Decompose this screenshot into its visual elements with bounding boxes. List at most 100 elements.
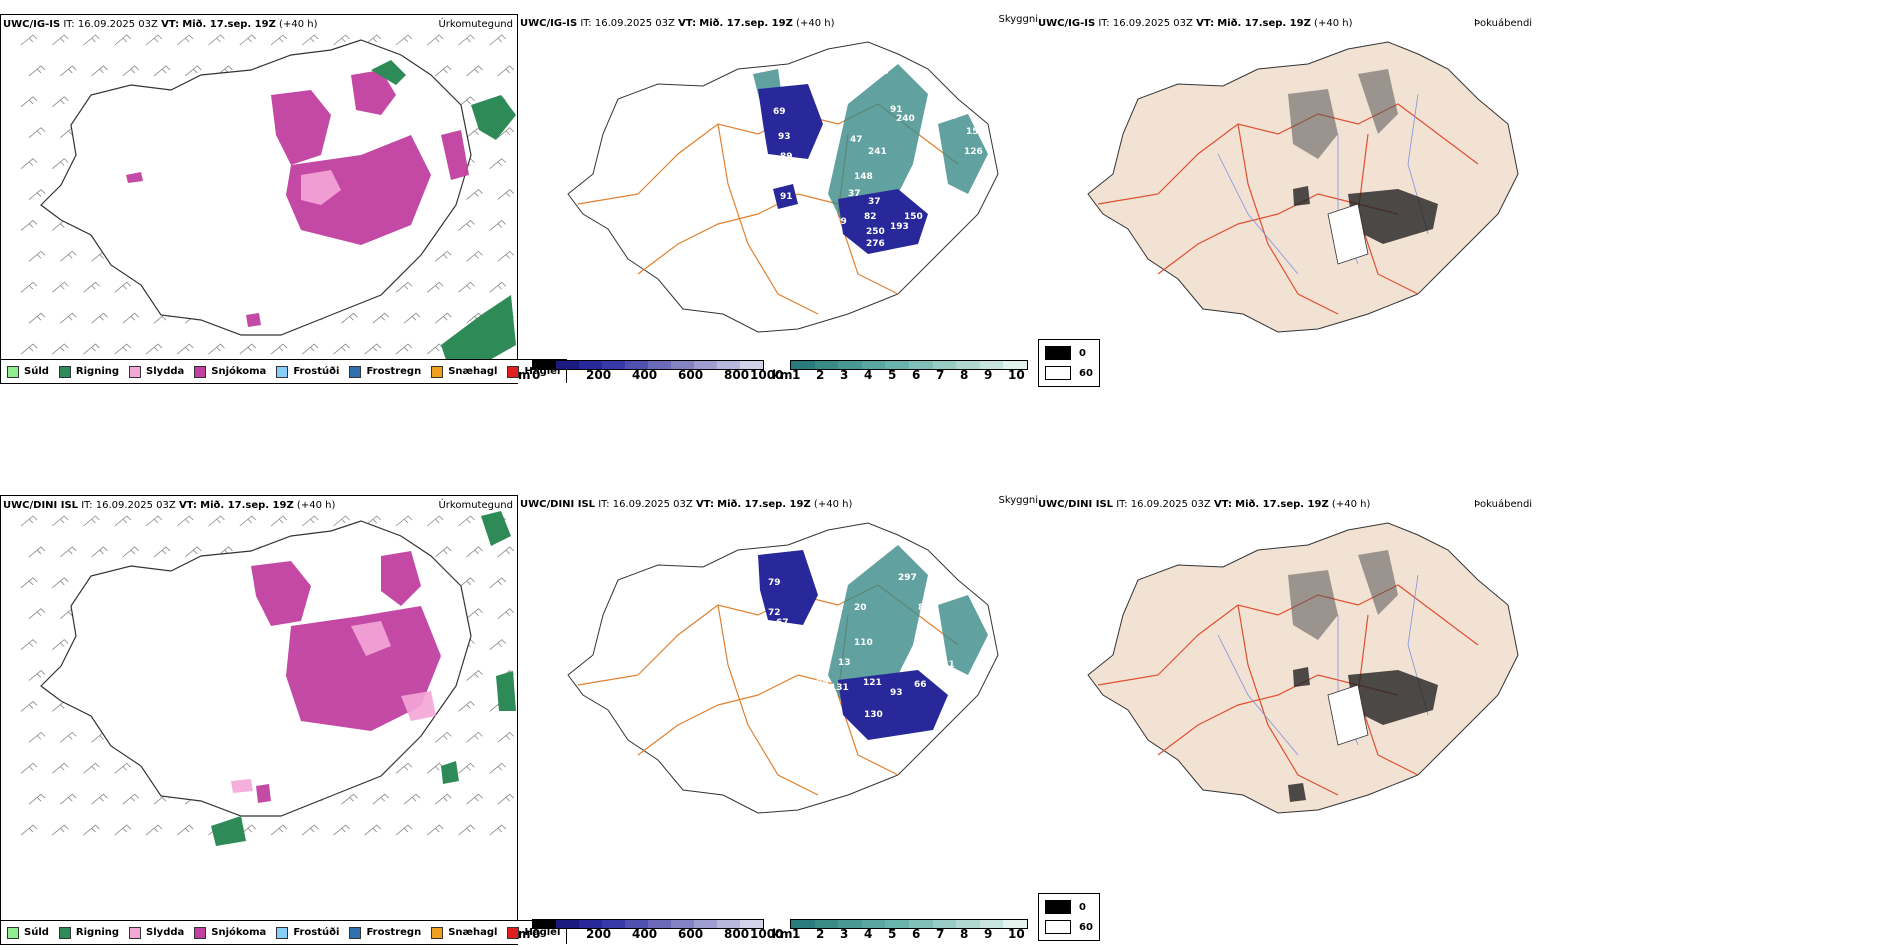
vis-tick: 3 (840, 927, 849, 941)
vis-tick: 4 (864, 368, 873, 382)
colorbar-swatch (956, 920, 980, 928)
legend-item: Snjókoma (194, 926, 266, 939)
colorbar-swatch (1003, 920, 1027, 928)
legend-item: Haglél (507, 926, 560, 939)
cloud-base-label: 69 (773, 107, 786, 117)
precip-map (20, 511, 516, 846)
legend-item: Snjókoma (194, 365, 266, 378)
wind-barb (184, 546, 202, 558)
wind-barb (458, 515, 475, 527)
wind-barb (497, 608, 515, 620)
vis-tick: 4 (864, 927, 873, 941)
wind-barb (458, 700, 475, 712)
wind-barb (114, 515, 132, 527)
cloud-base-label: 85 (816, 678, 829, 688)
wind-barb (122, 793, 140, 805)
legend-item: Rigning (58, 926, 119, 939)
wind-barb (466, 250, 483, 262)
wind-barb (114, 824, 132, 836)
wind-barb (20, 343, 38, 355)
cloud-base-label: 37 (848, 189, 861, 199)
wind-barb (20, 515, 38, 527)
wind-barb (20, 824, 38, 836)
wind-barb (208, 34, 225, 46)
wind-barb (59, 793, 77, 805)
fog-legend-item: 0 (1045, 900, 1086, 914)
wind-barb (426, 343, 444, 355)
colorbar-swatch (791, 920, 815, 928)
cloud-base-label: 37 (868, 197, 881, 207)
wind-barb (20, 577, 38, 589)
wind-barb (333, 824, 350, 836)
colorbar-swatch (556, 361, 579, 369)
vis-unit: km (772, 368, 793, 382)
precip-panel-bottom: UWC/DINI ISL IT: 16.09.2025 03Z VT: Mið.… (0, 495, 568, 945)
wind-barb (51, 515, 69, 527)
wind-barb (20, 219, 38, 231)
wind-barb (59, 546, 77, 558)
wind-barb (20, 639, 38, 650)
precip-header: UWC/IG-IS IT: 16.09.2025 03Z VT: Mið. 17… (3, 19, 318, 30)
fog-map (1087, 522, 1519, 814)
cloud-base-label: 82 (918, 603, 931, 613)
cloud-base-label: 12 (768, 783, 781, 793)
wind-barb (28, 670, 46, 681)
wind-barb (395, 34, 413, 46)
wind-barb (176, 343, 194, 355)
vis-tick: 9 (984, 368, 993, 382)
wind-barb (434, 65, 452, 77)
cloud-base-label: 241 (868, 147, 887, 157)
wind-barb (466, 546, 483, 558)
wind-barb (114, 762, 132, 774)
cloud-base-label: 328 (870, 67, 889, 77)
cloud-base-label: 107 (818, 142, 837, 152)
cloud-base-label: 150 (904, 212, 923, 222)
wind-barb (333, 515, 350, 527)
wind-barb (239, 515, 257, 527)
cloud-base-label: 93 (890, 688, 903, 698)
colorbar-swatch (602, 361, 625, 369)
wind-barb (51, 762, 69, 774)
ceiling-tick: 0 (532, 368, 541, 382)
vis-tick: 7 (936, 368, 945, 382)
wind-barb (458, 577, 475, 589)
cloud-base-label: 121 (863, 678, 882, 688)
colorbar-swatch (838, 920, 862, 928)
vis-bar (790, 919, 1028, 929)
wind-barb (434, 731, 452, 743)
wind-barb (176, 34, 194, 46)
wind-barb (333, 34, 350, 46)
wind-barb (28, 127, 46, 139)
wind-barb (145, 824, 163, 836)
ceiling-unit: m (518, 927, 531, 941)
ceiling-tick: 400 (632, 927, 658, 941)
colorbar-swatch (694, 361, 717, 369)
wind-barb (270, 824, 288, 836)
vis-bar (790, 360, 1028, 370)
fog-legend: 0 60 (1038, 339, 1100, 387)
ceiling-tick: 0 (532, 927, 541, 941)
wind-barb (426, 281, 444, 293)
cloud-header: UWC/DINI ISL IT: 16.09.2025 03Z VT: Mið.… (520, 499, 853, 510)
wind-barb (184, 65, 202, 77)
wind-barb (497, 250, 515, 262)
wind-barb (239, 343, 257, 355)
vis-tick: 1 (792, 927, 801, 941)
wind-barb (51, 577, 69, 589)
wind-barb (114, 343, 132, 355)
cloud-base-label: 110 (854, 638, 873, 648)
precip-title: Úrkomutegund (438, 19, 513, 30)
wind-barb (122, 65, 140, 77)
wind-barb (497, 127, 515, 139)
wind-barb (59, 312, 77, 324)
iceland-outline (40, 39, 472, 336)
cloud-title: Skyggni (998, 495, 1038, 506)
colorbar-swatch (861, 361, 886, 369)
colorbar-swatch (740, 361, 763, 369)
wind-barb (28, 731, 46, 743)
iceland-outline (40, 520, 472, 817)
wind-barb (372, 793, 390, 805)
legend-item: Slydda (129, 365, 184, 378)
wind-barb (489, 219, 507, 231)
colorbar-swatch (791, 361, 815, 369)
